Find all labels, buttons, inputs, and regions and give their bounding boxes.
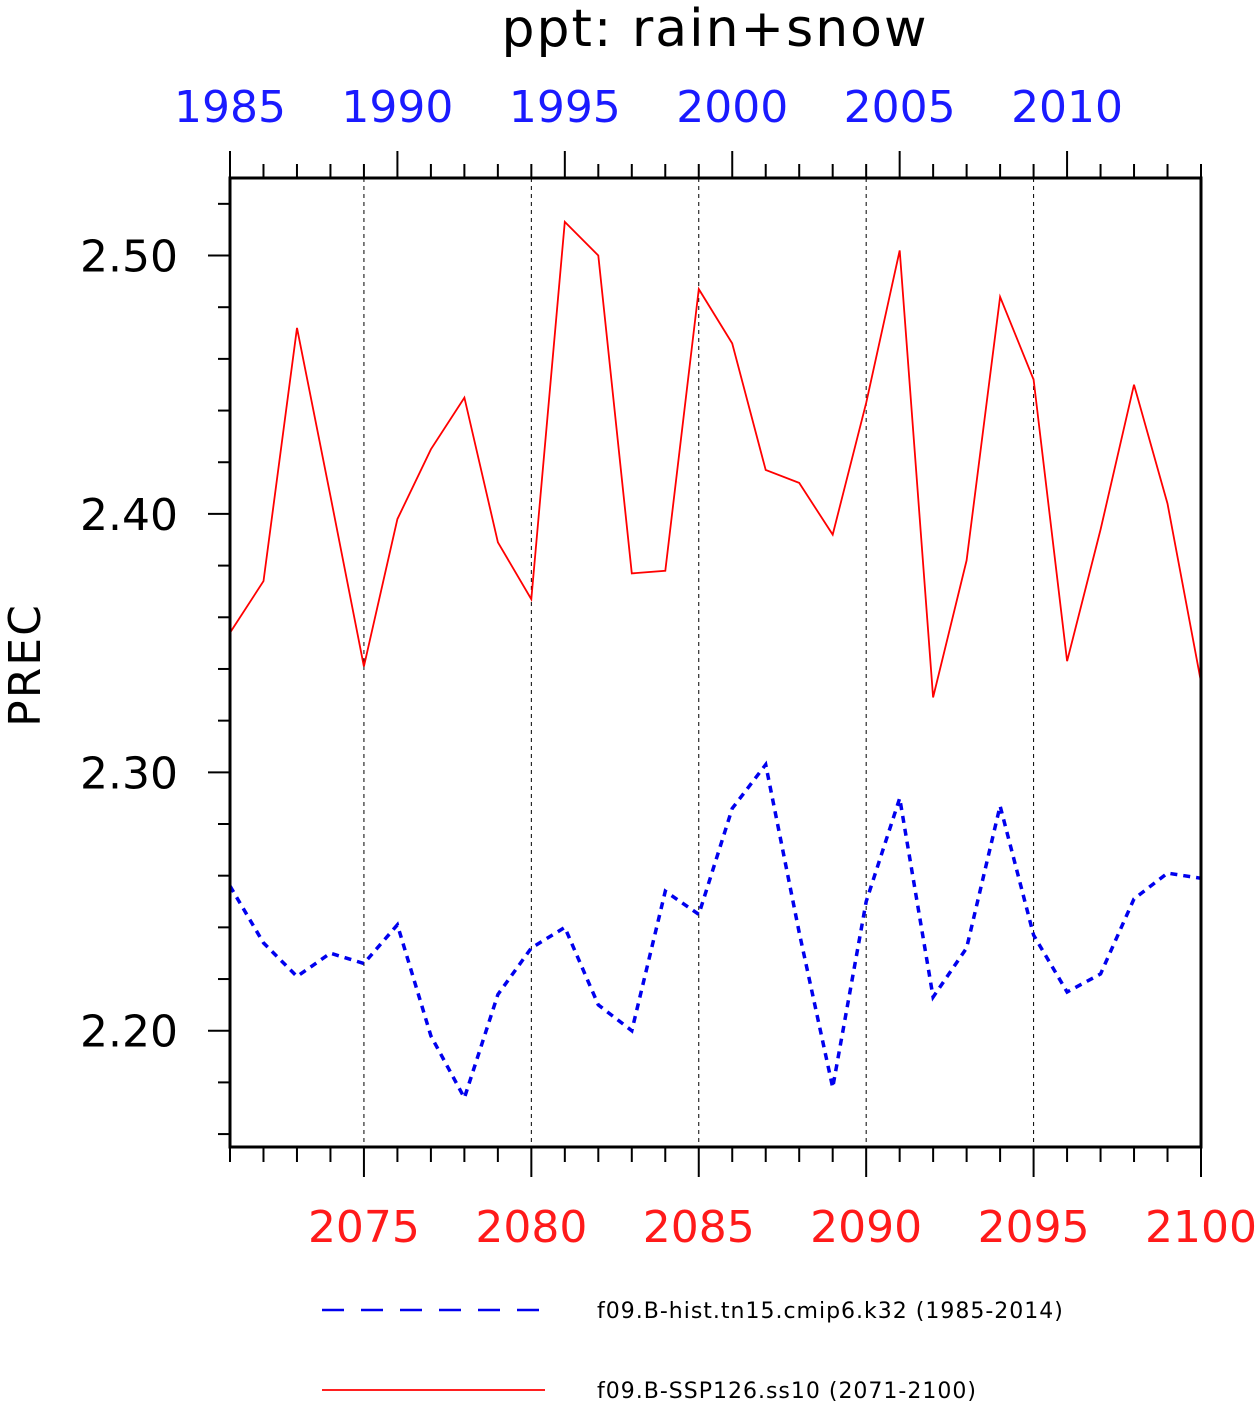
vertical-grid-lines (363, 178, 1035, 1147)
top-tick-label: 1995 (509, 82, 621, 133)
bottom-tick-label: 2090 (810, 1202, 922, 1253)
bottom-tick-label: 2095 (978, 1202, 1090, 1253)
y-tick-label: 2.40 (80, 490, 178, 541)
legend-label-ssp: f09.B-SSP126.ss10 (2071-2100) (597, 1379, 977, 1404)
bottom-tick-label: 2100 (1145, 1202, 1257, 1253)
top-tick-label: 2010 (1011, 82, 1123, 133)
legend-label-hist: f09.B-hist.tn15.cmip6.k32 (1985-2014) (597, 1299, 1064, 1324)
chart-title: ppt: rain+snow (501, 0, 928, 59)
y-tick-label: 2.30 (80, 748, 178, 799)
top-tick-label: 1990 (341, 82, 453, 133)
y-axis-label: PREC (0, 603, 51, 727)
legend: f09.B-hist.tn15.cmip6.k32 (1985-2014) f0… (322, 1299, 1064, 1404)
axis-ticks (208, 151, 1202, 1177)
axis-tick-labels: 2075 2080 2085 2090 2095 2100 1985 1990 1995 2000… (80, 82, 1257, 1253)
series-line-hist (228, 760, 1202, 1103)
bottom-tick-label: 2080 (475, 1202, 587, 1253)
top-tick-label: 2005 (844, 82, 956, 133)
plot-frame (228, 176, 1203, 1149)
top-tick-label: 1985 (174, 82, 286, 133)
y-tick-label: 2.20 (80, 1007, 178, 1058)
series-lines (228, 219, 1202, 1103)
y-tick-label: 2.50 (80, 232, 178, 283)
bottom-tick-label: 2075 (308, 1202, 420, 1253)
top-tick-label: 2000 (676, 82, 788, 133)
series-line-ssp (229, 219, 1202, 698)
bottom-tick-label: 2085 (643, 1202, 755, 1253)
